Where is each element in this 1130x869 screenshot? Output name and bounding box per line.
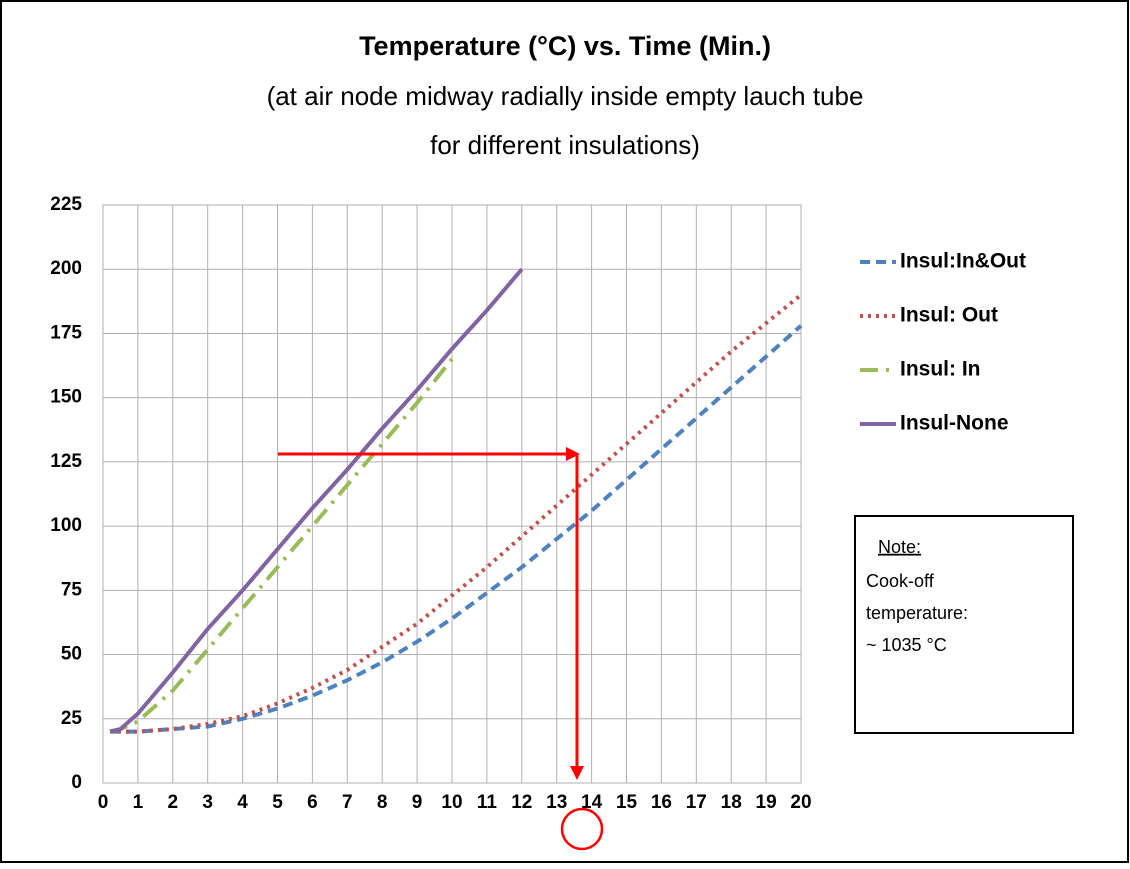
y-tick-label: 225: [50, 194, 82, 215]
x-tick-label: 5: [272, 792, 283, 813]
series-line: [109, 267, 524, 734]
x-tick-label: 13: [546, 792, 567, 813]
x-tick-label: 2: [168, 792, 179, 813]
note-box: [854, 515, 1074, 734]
note-line: ~ 1035 °C: [866, 635, 947, 655]
y-tick-label: 175: [50, 322, 82, 343]
x-tick-label: 4: [237, 792, 248, 813]
x-tick-label: 17: [686, 792, 707, 813]
annotation-arrow: [278, 447, 604, 851]
x-tick-label: 14: [581, 792, 603, 813]
x-tick-label: 11: [477, 792, 498, 813]
note-heading: Note:: [878, 537, 921, 557]
y-tick-label: 75: [61, 579, 83, 600]
chart-title: Temperature (°C) vs. Time (Min.): [359, 31, 771, 61]
note-line: Cook-off: [866, 571, 935, 591]
x-tick-label: 0: [98, 792, 109, 813]
x-tick-label: 6: [307, 792, 318, 813]
y-tick-label: 125: [50, 451, 82, 472]
y-tick-label: 200: [50, 258, 82, 279]
chart-subtitle: for different insulations): [430, 130, 700, 160]
x-tick-label: 1: [133, 792, 144, 813]
x-tick-label: 12: [511, 792, 532, 813]
y-tick-label: 100: [50, 515, 82, 536]
x-tick-label: 7: [342, 792, 353, 813]
arrow-head: [570, 766, 584, 780]
y-tick-label: 0: [71, 772, 82, 793]
plot-border: [102, 204, 802, 784]
x-tick-label: 8: [377, 792, 388, 813]
series-line: [109, 357, 454, 734]
x-tick-label: 20: [790, 792, 811, 813]
arrow-head: [566, 447, 580, 461]
x-tick-label: 16: [651, 792, 672, 813]
legend-label: Insul: In: [900, 358, 981, 381]
x-tick-label: 3: [202, 792, 213, 813]
x-tick-label: 19: [756, 792, 777, 813]
note-line: temperature:: [866, 603, 968, 623]
x-tick-label: 9: [412, 792, 423, 813]
y-tick-label: 150: [50, 387, 82, 408]
x-tick-label: 15: [616, 792, 638, 813]
series-line: [109, 293, 803, 734]
legend-label: Insul: Out: [900, 304, 998, 327]
y-tick-label: 50: [61, 644, 82, 665]
y-tick-label: 25: [61, 708, 83, 729]
legend-label: Insul:In&Out: [900, 250, 1026, 273]
highlight-circle: [560, 807, 604, 851]
x-tick-label: 10: [441, 792, 462, 813]
chart-subtitle: (at air node midway radially inside empt…: [267, 81, 864, 111]
legend-label: Insul-None: [900, 412, 1009, 435]
x-tick-label: 18: [721, 792, 742, 813]
